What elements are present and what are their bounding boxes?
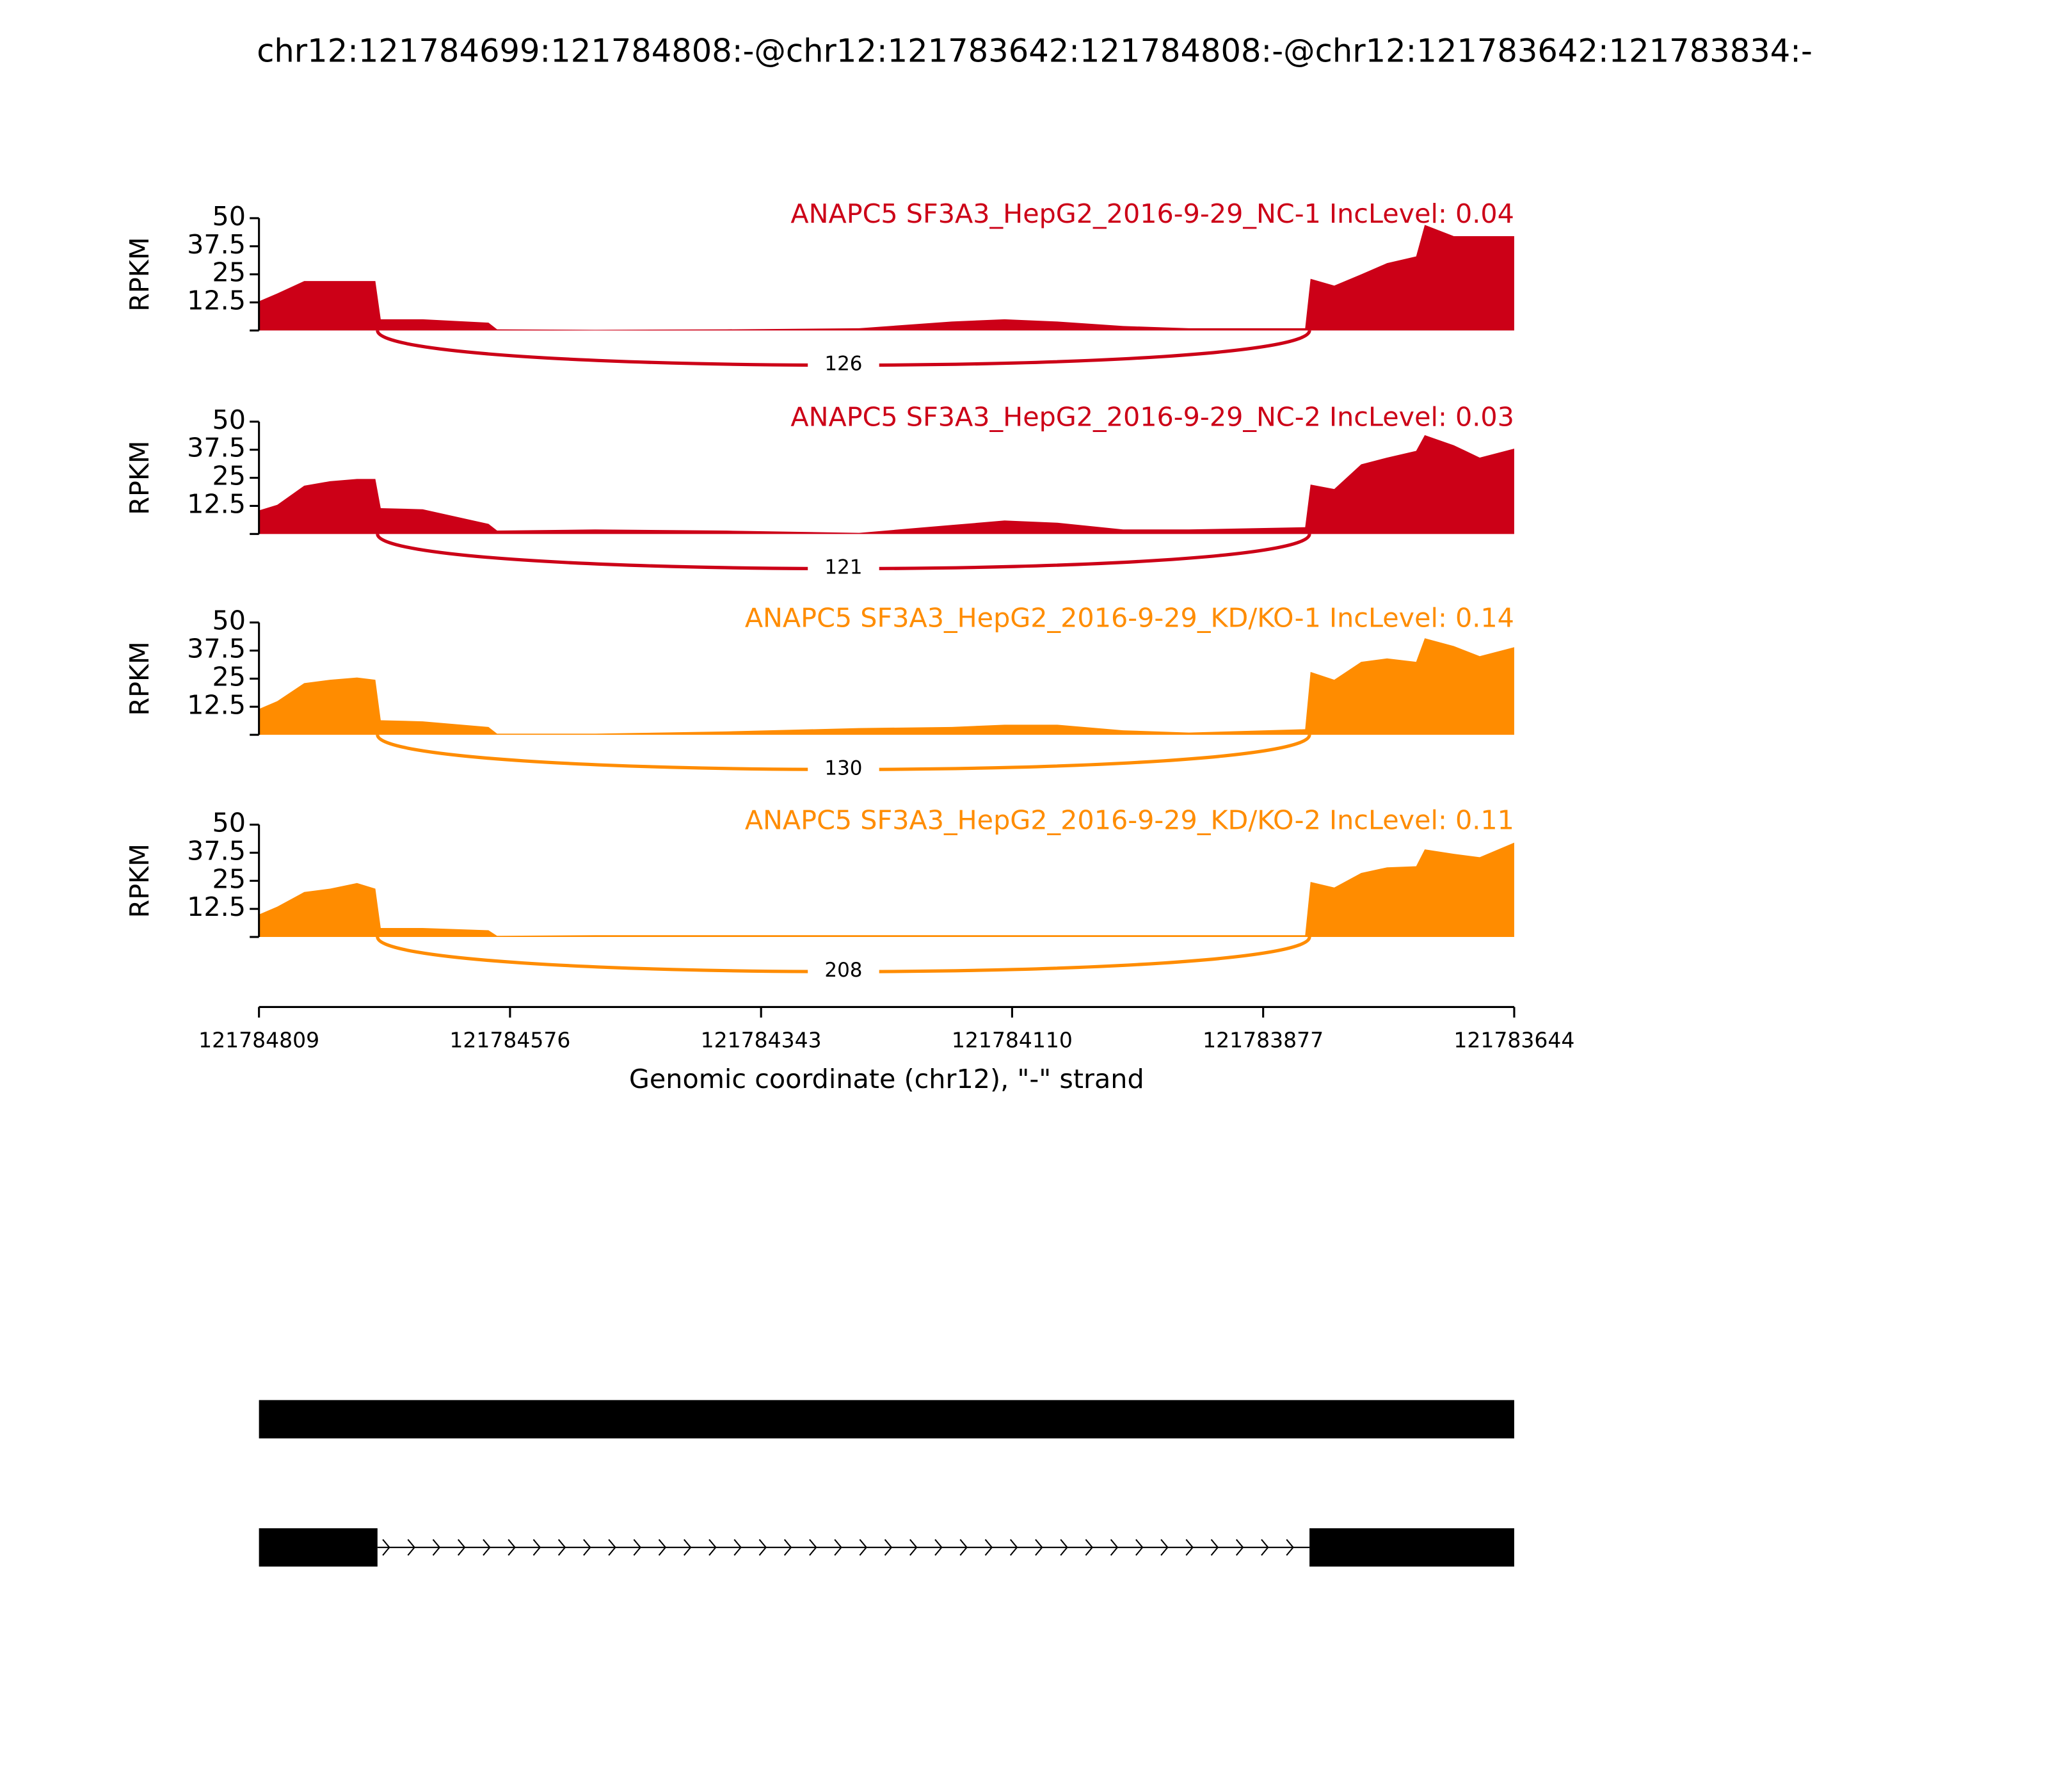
strand-chevron [432,1539,441,1556]
strand-chevron [557,1539,566,1556]
strand-chevron [1135,1539,1144,1556]
exon [1309,1528,1514,1567]
strand-chevron [1060,1539,1068,1556]
strand-chevron [532,1539,541,1556]
strand-chevron [1035,1539,1043,1556]
strand-chevron [1009,1539,1018,1556]
x-axis-label: Genomic coordinate (chr12), "-" strand [629,1064,1144,1094]
y-tick-label: 37.5 [187,229,246,260]
junction-label-bg [808,959,879,984]
y-axis-label: RPKM [124,440,155,515]
y-tick-label: 12.5 [187,285,246,316]
y-tick-label: 25 [212,257,246,288]
junction-label-bg [808,556,879,580]
y-tick-label: 50 [212,808,246,838]
track-title: ANAPC5 SF3A3_HepG2_2016-9-29_KD/KO-2 Inc… [745,804,1514,835]
coverage-area [259,638,1514,735]
y-tick-label: 37.5 [187,835,246,866]
y-tick-label: 50 [212,404,246,435]
strand-chevron [1261,1539,1269,1556]
junction-count: 130 [824,756,862,780]
strand-chevron [457,1539,466,1556]
junction-count: 208 [824,959,862,982]
exon [259,1528,378,1567]
junction-label-bg [808,353,879,377]
x-tick-label: 121784110 [952,1028,1073,1053]
x-tick-label: 121784809 [198,1028,319,1053]
y-tick-label: 50 [212,605,246,636]
x-tick-label: 121783877 [1203,1028,1324,1053]
strand-chevron [884,1539,893,1556]
y-tick-label: 25 [212,661,246,692]
y-axis-label: RPKM [124,844,155,918]
strand-chevron [909,1539,918,1556]
strand-chevron [608,1539,616,1556]
y-tick-label: 25 [212,863,246,894]
strand-chevron [1085,1539,1094,1556]
y-tick-label: 37.5 [187,433,246,463]
strand-chevron [1110,1539,1119,1556]
y-axis-label: RPKM [124,641,155,716]
y-tick-label: 12.5 [187,689,246,720]
coverage-area [259,842,1514,937]
junction-count: 126 [824,353,862,376]
strand-chevron [859,1539,868,1556]
strand-chevron [1286,1539,1294,1556]
strand-chevron [984,1539,993,1556]
strand-chevron [758,1539,767,1556]
y-axis-label: RPKM [124,237,155,312]
figure-title: chr12:121784699:121784808:-@chr12:121783… [257,32,1812,69]
strand-chevron [733,1539,742,1556]
x-tick-label: 121784343 [701,1028,822,1053]
strand-chevron [633,1539,642,1556]
y-tick-label: 25 [212,461,246,492]
x-tick-label: 121783644 [1453,1028,1574,1053]
coverage-area [259,225,1514,331]
y-tick-label: 12.5 [187,488,246,519]
strand-chevron [508,1539,516,1556]
strand-chevron [934,1539,943,1556]
strand-chevron [407,1539,415,1556]
strand-chevron [382,1539,390,1556]
track-title: ANAPC5 SF3A3_HepG2_2016-9-29_NC-1 IncLev… [790,198,1514,229]
junction-count: 121 [824,556,862,579]
track-title: ANAPC5 SF3A3_HepG2_2016-9-29_NC-2 IncLev… [790,402,1514,433]
x-tick-label: 121784576 [449,1028,570,1053]
strand-chevron [483,1539,491,1556]
strand-chevron [1235,1539,1244,1556]
strand-chevron [708,1539,717,1556]
strand-chevron [1160,1539,1169,1556]
strand-chevron [809,1539,817,1556]
exon [259,1400,1514,1439]
y-tick-label: 12.5 [187,892,246,922]
strand-chevron [658,1539,667,1556]
strand-chevron [834,1539,842,1556]
track-title: ANAPC5 SF3A3_HepG2_2016-9-29_KD/KO-1 Inc… [745,603,1514,634]
strand-chevron [684,1539,692,1556]
strand-chevron [1210,1539,1219,1556]
strand-chevron [959,1539,968,1556]
strand-chevron [783,1539,792,1556]
strand-chevron [583,1539,591,1556]
junction-label-bg [808,757,879,781]
y-tick-label: 50 [212,201,246,232]
strand-chevron [1185,1539,1194,1556]
coverage-area [259,435,1514,534]
y-tick-label: 37.5 [187,634,246,664]
